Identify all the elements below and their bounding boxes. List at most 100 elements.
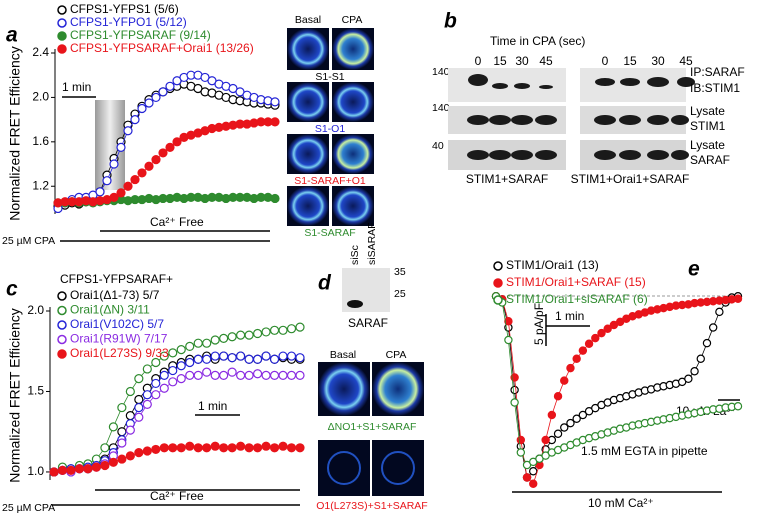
data-point bbox=[566, 418, 575, 428]
data-point bbox=[286, 324, 297, 334]
data-point bbox=[236, 441, 246, 451]
data-point bbox=[504, 335, 513, 345]
data-point bbox=[261, 441, 271, 451]
data-point bbox=[172, 137, 182, 147]
legend-label: STIM1/Orai1 (13) bbox=[506, 258, 599, 272]
data-point bbox=[510, 373, 519, 382]
data-point bbox=[49, 467, 59, 477]
data-point bbox=[176, 443, 186, 453]
data-point bbox=[142, 364, 152, 374]
data-point bbox=[202, 367, 212, 377]
data-point bbox=[137, 168, 147, 178]
annotation: 10 mM Ca²⁺ bbox=[588, 496, 654, 510]
data-point bbox=[151, 444, 161, 455]
data-point bbox=[516, 448, 526, 457]
data-point bbox=[210, 441, 220, 451]
data-point bbox=[516, 435, 526, 445]
annotation: 5 pA/pF bbox=[532, 303, 546, 345]
lane-label: 15 bbox=[493, 54, 507, 68]
data-point bbox=[269, 443, 280, 453]
legend-label: STIM1/Orai1+siSARAF (6) bbox=[506, 292, 648, 306]
data-point bbox=[159, 443, 169, 453]
column-label: Basal bbox=[295, 14, 321, 26]
legend-marker bbox=[57, 334, 67, 345]
legend-marker bbox=[493, 295, 503, 305]
annotation: 1 min bbox=[555, 309, 584, 323]
data-point bbox=[236, 351, 246, 361]
data-point bbox=[210, 370, 220, 380]
lane-label: 15 bbox=[623, 54, 637, 68]
data-point bbox=[168, 348, 178, 358]
panel-label: b bbox=[444, 10, 457, 33]
lane-label: 0 bbox=[602, 54, 609, 68]
data-point bbox=[116, 188, 126, 198]
data-point bbox=[560, 376, 569, 385]
annotation: Ca²⁺ Free bbox=[150, 215, 204, 229]
panel-label: a bbox=[6, 24, 18, 47]
mw-label: 35 bbox=[394, 266, 406, 278]
data-point bbox=[193, 370, 203, 380]
data-point bbox=[269, 354, 280, 364]
data-point bbox=[210, 335, 220, 345]
data-point bbox=[202, 354, 212, 364]
data-point bbox=[286, 370, 297, 380]
data-point bbox=[219, 333, 229, 343]
annotation: 25 µM CPA bbox=[2, 502, 55, 514]
legend-label: Orai1(R91W) 7/17 bbox=[70, 332, 168, 346]
data-point bbox=[158, 148, 168, 158]
cell-images bbox=[318, 362, 424, 496]
data-point bbox=[134, 448, 144, 458]
group-label: STIM1+SARAF bbox=[466, 172, 548, 186]
data-point bbox=[244, 354, 254, 364]
data-point bbox=[57, 465, 68, 475]
lane-label: 30 bbox=[515, 54, 529, 68]
data-point bbox=[117, 402, 127, 413]
row-label: STIM1 bbox=[690, 119, 726, 133]
row-label: Lysate bbox=[690, 138, 725, 152]
data-point bbox=[219, 370, 229, 380]
annotation: 1 min bbox=[62, 80, 91, 94]
annotation: 1.5 mM EGTA in pipette bbox=[581, 444, 708, 458]
data-point bbox=[142, 399, 152, 409]
legend-label: CFPS1-YFPSARAF+Orai1 (13/26) bbox=[70, 41, 254, 55]
caption: S1-SARAF+O1 bbox=[294, 175, 366, 187]
data-point bbox=[130, 115, 140, 125]
data-point bbox=[547, 410, 557, 420]
data-point bbox=[270, 117, 280, 127]
data-point bbox=[553, 429, 563, 438]
legend-marker bbox=[57, 291, 67, 301]
row-label: Lysate bbox=[690, 104, 725, 118]
legend-marker bbox=[57, 305, 67, 316]
data-point bbox=[66, 465, 76, 475]
data-point bbox=[244, 443, 254, 453]
data-point bbox=[176, 345, 186, 355]
panel-label: d bbox=[318, 272, 332, 295]
data-point bbox=[708, 323, 718, 332]
data-point bbox=[261, 351, 271, 361]
data-point bbox=[261, 327, 271, 337]
annotation: Ca²⁺ Free bbox=[150, 489, 204, 503]
panel-label: c bbox=[6, 278, 18, 301]
data-point bbox=[252, 369, 263, 379]
caption: S1-S1 bbox=[315, 71, 344, 83]
data-point bbox=[151, 378, 161, 389]
data-point bbox=[278, 325, 288, 335]
data-point bbox=[236, 330, 246, 340]
data-point bbox=[134, 402, 144, 413]
data-point bbox=[193, 354, 203, 364]
legend-marker bbox=[493, 278, 503, 288]
data-point bbox=[560, 423, 569, 432]
legend-marker bbox=[57, 5, 67, 15]
y-tick-label: 1.2 bbox=[32, 178, 49, 192]
data-point bbox=[125, 425, 135, 435]
legend-label: CFPS1-YFPO1 (5/12) bbox=[70, 15, 187, 29]
data-point bbox=[733, 294, 743, 303]
y-tick-label: 2.4 bbox=[32, 45, 49, 59]
row-label: IB:STIM1 bbox=[690, 81, 740, 95]
data-point bbox=[584, 339, 594, 348]
caption: ΔNO1+S1+SARAF bbox=[328, 421, 417, 433]
data-point bbox=[578, 410, 588, 420]
legend-label: CFPS1-YFPS1 (5/6) bbox=[70, 2, 179, 16]
legend-label: Orai1(L273S) 9/33 bbox=[70, 346, 169, 360]
data-point bbox=[137, 103, 147, 114]
